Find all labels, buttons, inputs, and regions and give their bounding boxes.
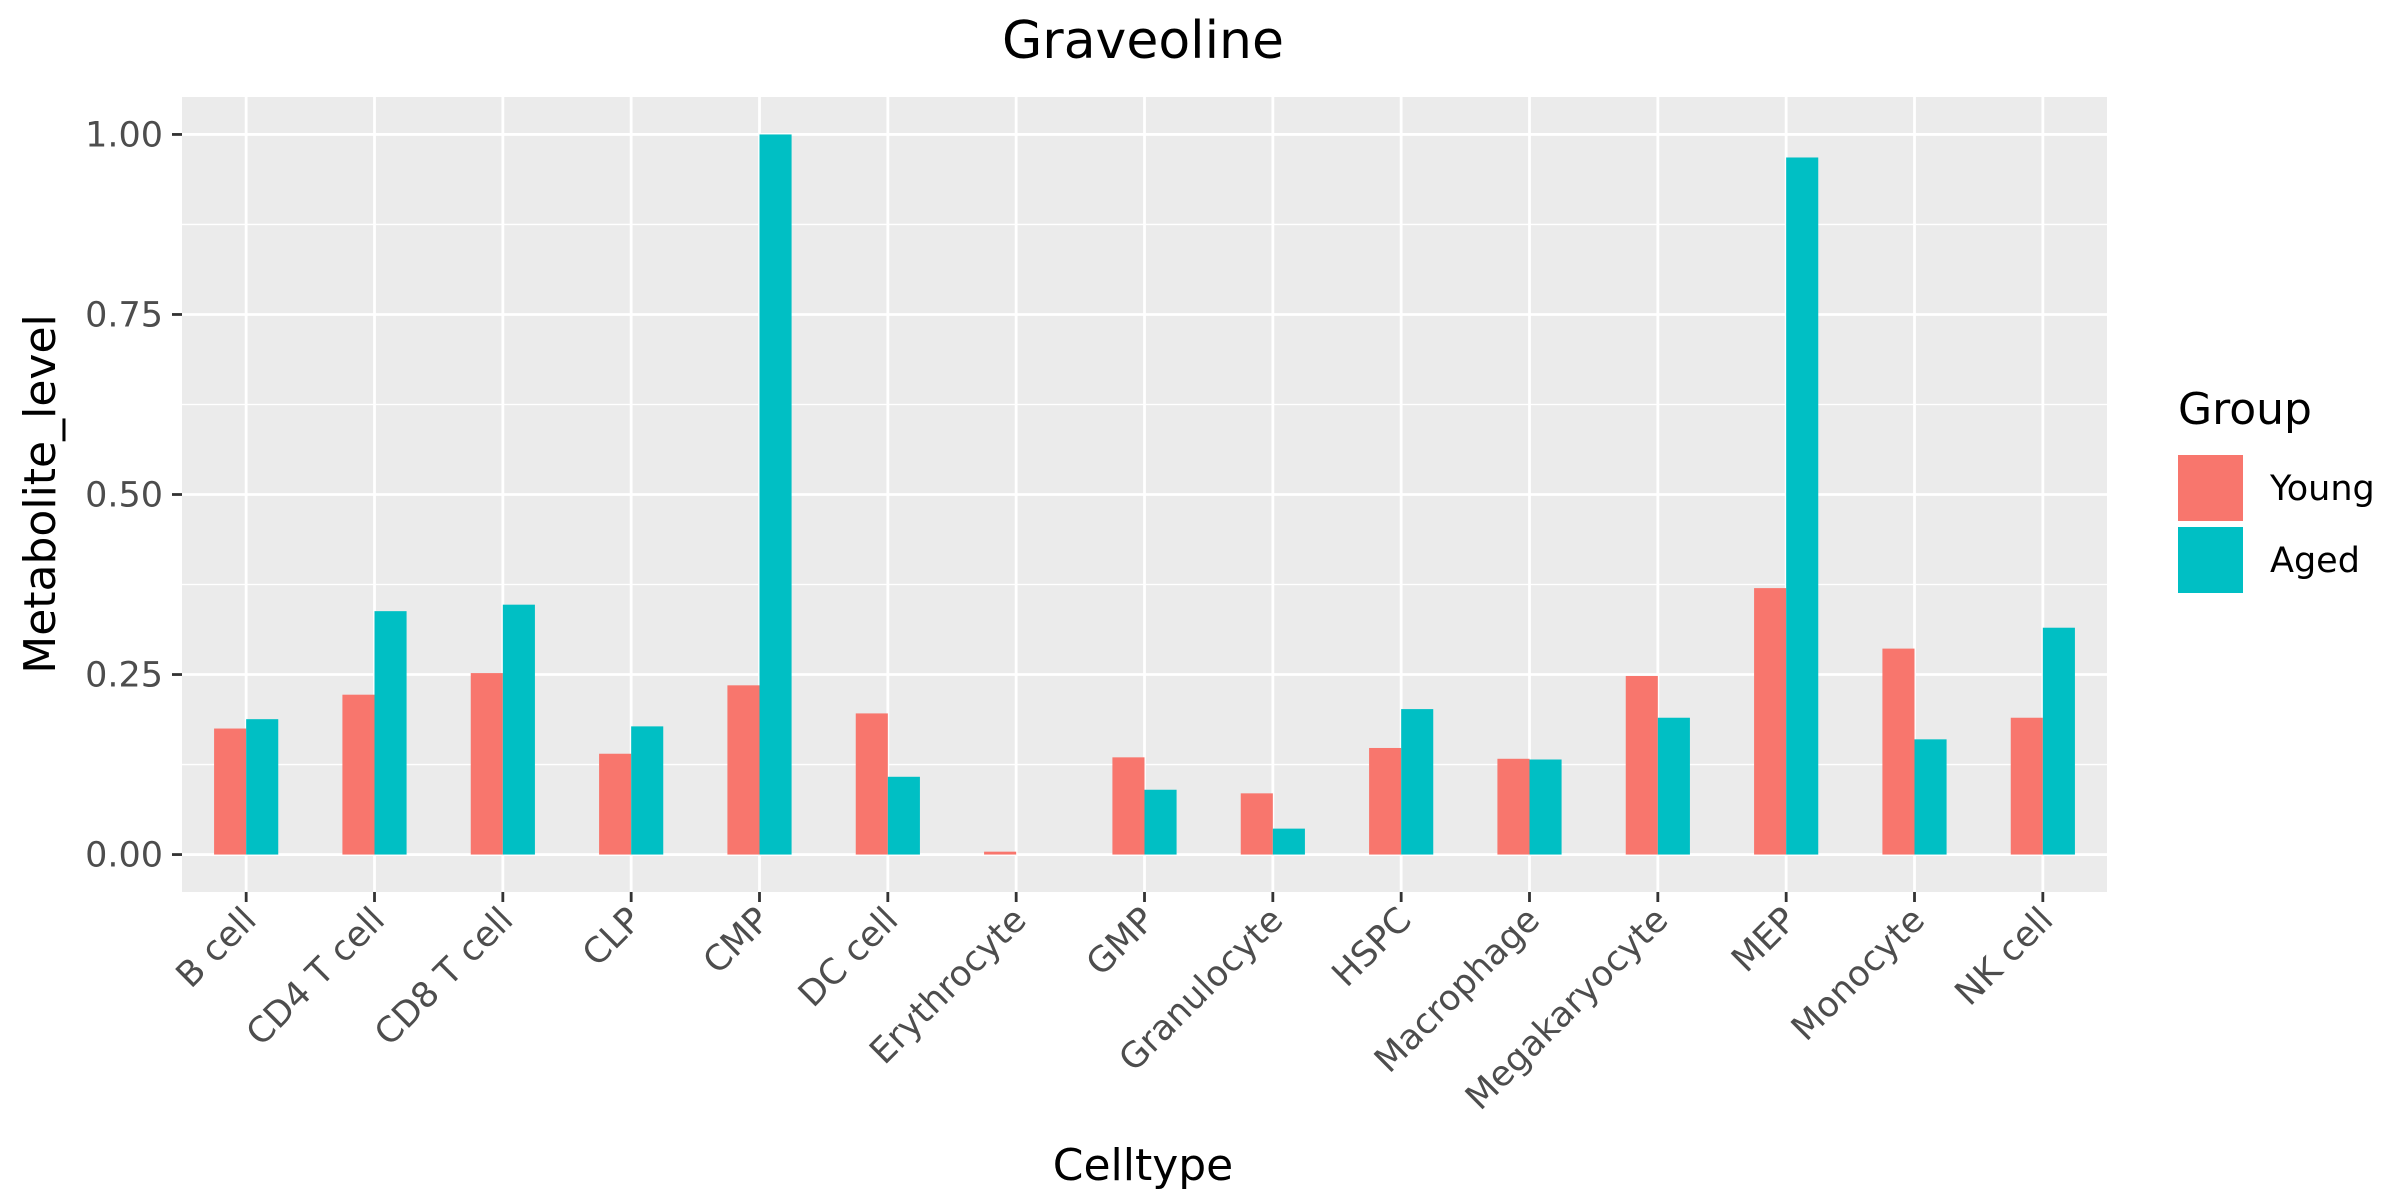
bar-young <box>727 685 760 855</box>
legend-label-young: Young <box>2269 469 2375 509</box>
bar-aged <box>1914 739 1947 855</box>
legend-key-young <box>2178 455 2243 521</box>
y-tick-label: 0.00 <box>85 836 163 876</box>
bar-young <box>1369 747 1402 855</box>
legend: Group Young Aged <box>2178 384 2375 593</box>
x-tick-label: CD8 T cell <box>367 900 521 1054</box>
bar-young <box>1625 675 1658 855</box>
x-tick-label: CLP <box>575 900 649 974</box>
bar-aged <box>631 726 664 855</box>
bar-young <box>2010 717 2043 855</box>
x-tick-label: HSPC <box>1325 900 1420 995</box>
chart-title: Graveoline <box>1002 11 1284 71</box>
bar-aged <box>1786 157 1819 855</box>
x-tick-label: GMP <box>1079 900 1163 984</box>
bar-young <box>214 728 247 855</box>
y-tick-label: 0.50 <box>85 476 163 516</box>
bar-aged <box>1144 789 1177 855</box>
bar-aged <box>502 604 535 855</box>
bar-young <box>1754 588 1787 855</box>
x-tick-label: Monocyte <box>1784 900 1933 1049</box>
bars <box>214 134 2075 855</box>
y-tick-label: 0.75 <box>85 295 163 335</box>
bar-young <box>470 673 503 855</box>
legend-label-aged: Aged <box>2270 541 2360 581</box>
bar-aged <box>1657 717 1690 855</box>
bar-young <box>1240 793 1273 855</box>
bar-young <box>599 753 632 855</box>
y-axis-title: Metabolite_level <box>15 314 66 674</box>
x-tick-label: B cell <box>169 900 265 996</box>
bar-young <box>342 694 375 855</box>
bar-aged <box>246 719 279 855</box>
bar-aged <box>374 611 407 855</box>
x-axis-title: Celltype <box>1053 1140 1234 1191</box>
bar-young <box>1882 648 1915 855</box>
bar-aged <box>759 134 792 855</box>
bar-aged <box>1529 759 1562 855</box>
bar-aged <box>2042 627 2075 855</box>
bar-young <box>855 713 888 855</box>
x-tick-label: MEP <box>1724 900 1804 980</box>
legend-key-aged <box>2178 527 2243 593</box>
bar-aged <box>1401 709 1434 855</box>
y-tick-label: 1.00 <box>85 115 163 155</box>
bar-young <box>1497 758 1530 855</box>
x-tick-label: CMP <box>696 900 778 982</box>
x-tick-label: NK cell <box>1948 900 2061 1013</box>
bar-young <box>1112 757 1145 855</box>
y-tick-label: 0.25 <box>85 656 163 696</box>
x-tick-label: CD4 T cell <box>239 900 393 1054</box>
bar-aged <box>887 776 920 855</box>
bar-young <box>984 851 1017 855</box>
legend-title: Group <box>2178 384 2312 435</box>
y-axis: 0.00 0.25 0.50 0.75 1.00 <box>85 115 182 876</box>
x-tick-label: DC cell <box>791 900 906 1015</box>
bar-aged <box>1272 828 1305 855</box>
